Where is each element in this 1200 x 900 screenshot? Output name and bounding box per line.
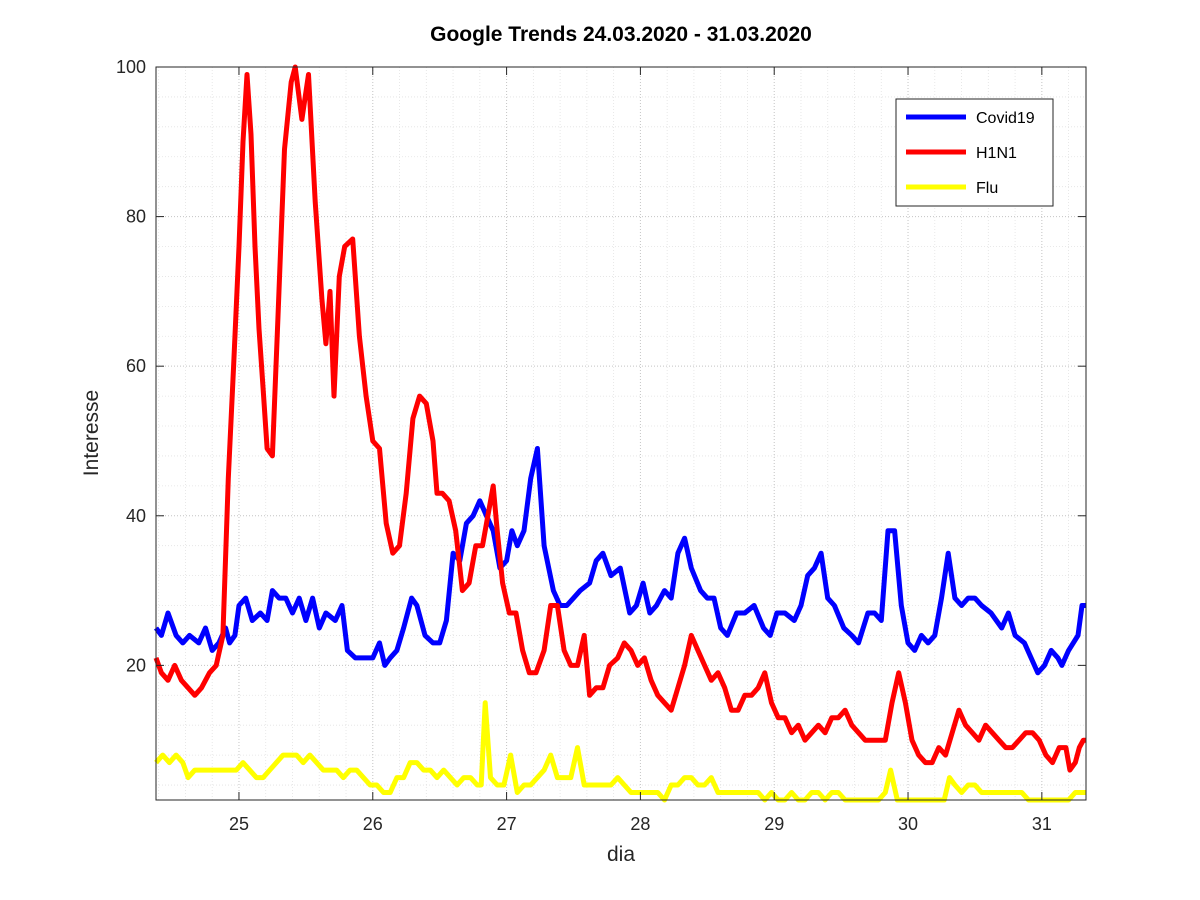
- x-tick-label: 30: [898, 814, 918, 834]
- chart-title: Google Trends 24.03.2020 - 31.03.2020: [430, 23, 812, 46]
- legend-label-covid19: Covid19: [976, 110, 1035, 127]
- y-tick-label: 60: [126, 356, 146, 376]
- y-tick-label: 100: [116, 57, 146, 77]
- legend-label-flu: Flu: [976, 180, 998, 197]
- x-axis-label: dia: [607, 843, 635, 866]
- y-tick-label: 80: [126, 207, 146, 227]
- series-line-h1n1: [153, 64, 1086, 773]
- x-tick-label: 29: [764, 814, 784, 834]
- x-tick-label: 26: [363, 814, 383, 834]
- x-tick-label: 27: [497, 814, 517, 834]
- y-axis-label: Interesse: [80, 390, 103, 476]
- x-tick-label: 28: [630, 814, 650, 834]
- series-line-covid19: [153, 446, 1086, 676]
- y-tick-label: 40: [126, 506, 146, 526]
- y-tick-label: 20: [126, 655, 146, 675]
- plot-area: 25 26 27 28 29 30 31 20 40 60 80 100: [116, 57, 1087, 834]
- x-tick-label: 31: [1032, 814, 1052, 834]
- legend-label-h1n1: H1N1: [976, 145, 1017, 162]
- x-tick-label: 25: [229, 814, 249, 834]
- legend: Covid19 H1N1 Flu: [895, 98, 1054, 207]
- plot-frame: [155, 66, 1087, 801]
